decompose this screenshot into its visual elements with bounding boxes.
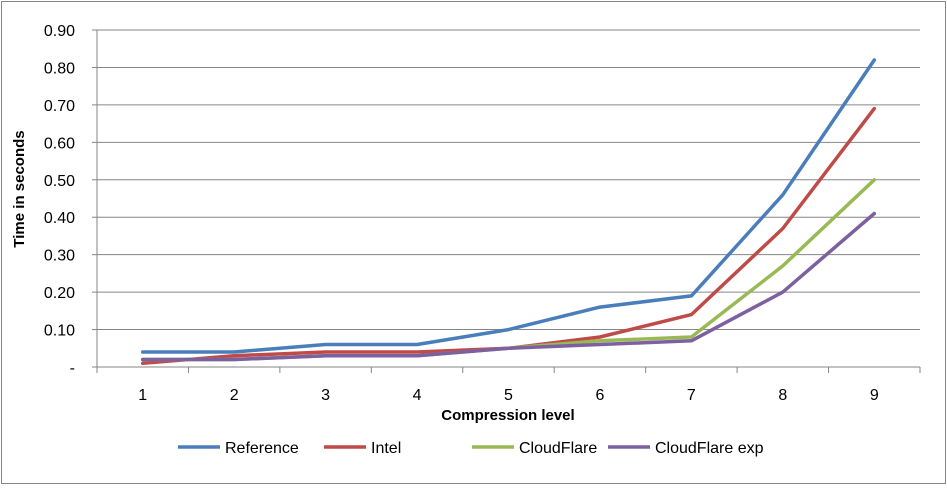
y-tick-label: 0.40: [44, 210, 75, 227]
series-line-cloudflare: [140, 178, 877, 362]
grid-lines: [97, 29, 920, 331]
x-tick-label: 8: [778, 387, 787, 404]
x-tick-label: 7: [687, 387, 696, 404]
y-tick-label: 0.50: [44, 173, 75, 190]
y-axis-title: Time in seconds: [11, 130, 28, 247]
x-tick-label: 5: [504, 387, 513, 404]
legend-label: CloudFlare: [519, 440, 597, 457]
series-line-reference: [140, 58, 877, 354]
y-tick-label: 0.10: [44, 323, 75, 340]
x-tick-label: 6: [595, 387, 604, 404]
legend-label: CloudFlare exp: [655, 440, 764, 457]
x-tick-label: 2: [230, 387, 239, 404]
series-lines: [140, 58, 877, 366]
y-tick-labels: - 0.10 0.20 0.30 0.40 0.50 0.60 0.70 0.80 0.90: [44, 23, 75, 377]
axes: [92, 29, 921, 373]
series-line-intel: [140, 106, 877, 366]
x-tick-label: 4: [413, 387, 422, 404]
series-line-cloudflare-exp: [140, 211, 877, 362]
legend: Reference Intel CloudFlare CloudFlare exp: [178, 440, 764, 457]
x-tick-label: 9: [870, 387, 879, 404]
x-axis-title: Compression level: [441, 407, 574, 424]
x-tick-labels: 1 2 3 4 5 6 7 8 9: [138, 387, 879, 404]
x-tick-label: 1: [138, 387, 147, 404]
legend-label: Intel: [371, 440, 401, 457]
x-tick-label: 3: [321, 387, 330, 404]
y-tick-label: -: [70, 360, 75, 377]
y-tick-label: 0.90: [44, 23, 75, 40]
y-tick-label: 0.70: [44, 98, 75, 115]
y-tick-label: 0.80: [44, 60, 75, 77]
legend-label: Reference: [225, 440, 299, 457]
y-tick-label: 0.60: [44, 135, 75, 152]
y-tick-label: 0.20: [44, 285, 75, 302]
y-tick-label: 0.30: [44, 248, 75, 265]
